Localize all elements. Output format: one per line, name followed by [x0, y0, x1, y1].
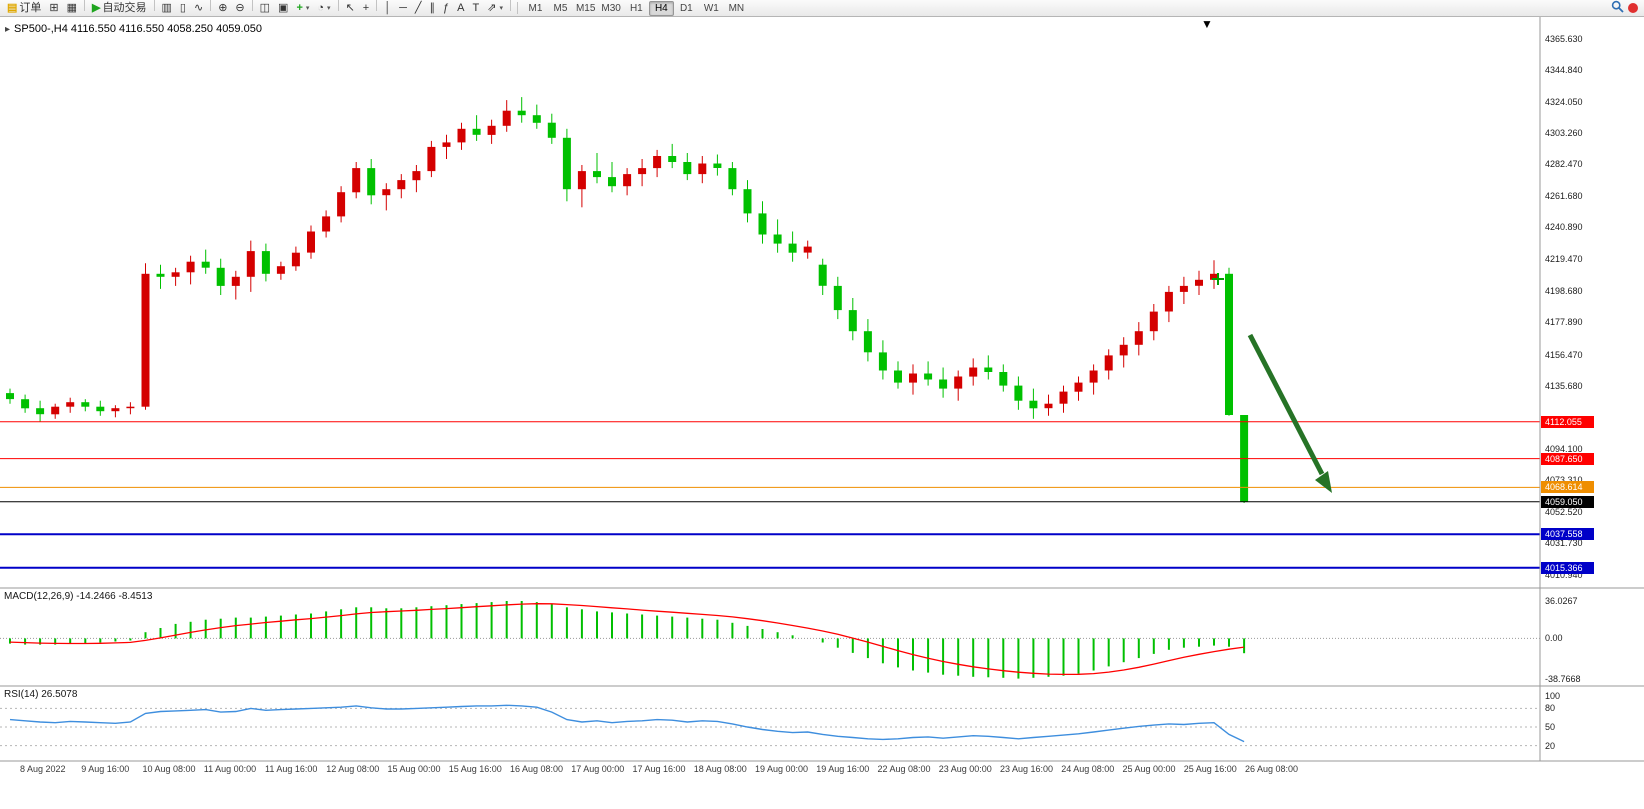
arrows-tool-icon[interactable]: ⇗ ▾ [483, 0, 507, 17]
cursor-icon[interactable]: ↖ [342, 0, 359, 17]
arrows-tool-glyph: ⇗ [487, 2, 497, 14]
tile-windows-icon[interactable]: ◫ [256, 0, 274, 17]
dropdown-caret-icon[interactable]: ▾ [305, 5, 310, 12]
bar-chart-type-glyph: ▥ [161, 2, 172, 14]
new-order-button-label: 订单 [19, 2, 42, 14]
price-lines-layer[interactable] [0, 421, 1540, 569]
toolbar-separator [153, 0, 155, 11]
horizontal-line-icon[interactable]: ─ [395, 0, 411, 17]
channel-icon[interactable]: ∥ [426, 0, 440, 17]
profiles-glyph: ▦ [66, 2, 78, 14]
periods-clock-glyph: ◔ [317, 2, 325, 14]
new-order-glyph: ▤ [7, 2, 18, 14]
arrange-windows-glyph: ▣ [278, 2, 289, 14]
search-icon[interactable] [1611, 0, 1624, 16]
line-chart-type-icon[interactable]: ∿ [190, 0, 207, 17]
notification-badge-icon[interactable] [1628, 3, 1638, 13]
sell-arrow-annotation[interactable] [1247, 333, 1332, 493]
vertical-line-icon[interactable]: │ [380, 0, 395, 17]
toolbar-separator [337, 0, 339, 11]
text-icon[interactable]: A [453, 0, 468, 17]
timeframe-m5[interactable]: M5 [553, 2, 568, 14]
timeframe-m1[interactable]: M1 [528, 2, 543, 14]
timeframe-m30[interactable]: M30 [601, 2, 621, 14]
zoom-in-glyph: ⊕ [218, 2, 228, 14]
charts-window-glyph: ⊞ [49, 2, 59, 14]
channel-glyph: ∥ [429, 2, 436, 14]
zoom-in-icon[interactable]: ⊕ [214, 0, 231, 17]
dropdown-caret-icon[interactable]: ▾ [327, 5, 331, 12]
entry-marker-icon [1212, 273, 1224, 285]
periods-clock-icon[interactable]: ◔ ▾ [313, 0, 334, 17]
timeframe-h1[interactable]: H1 [629, 2, 643, 14]
one-click-trading-icon[interactable]: ▸ [5, 24, 11, 35]
toolbar-separator [210, 0, 212, 11]
timeframe-m15[interactable]: M15 [575, 2, 596, 14]
text-label-icon[interactable]: T [468, 0, 483, 17]
line-chart-type-glyph: ∿ [193, 2, 204, 14]
toolbar-separator [516, 2, 518, 14]
panel-borders [0, 17, 1644, 762]
rsi-panel [0, 704, 1540, 747]
toolbar: ▤ 订单 ⊞ ▦ ▶ 自动交易 ▥ ▯ ∿ ⊕ ⊖ ◫ ▣ + ▾ ◔ ▾ ↖ + │ ─ ╱ ∥ ƒ A T ⇗ ▾ M1 M5 M15… [0, 0, 1644, 17]
trendline-glyph: ╱ [414, 2, 422, 14]
timeframe-d1[interactable]: D1 [679, 2, 693, 14]
chart-window[interactable]: ▸ SP500-,H4 4116.550 4116.550 4058.250 40… [0, 17, 1644, 809]
bar-chart-type-icon[interactable]: ▥ [158, 0, 176, 17]
horizontal-line-glyph: ─ [399, 2, 407, 14]
crosshair-icon[interactable]: + [359, 0, 373, 17]
fibonacci-icon[interactable]: ƒ [439, 0, 453, 17]
vertical-line-glyph: │ [384, 2, 392, 14]
chart-title: ▸ SP500-,H4 4116.550 4116.550 4058.250 40… [5, 23, 262, 35]
cursor-glyph: ↖ [345, 2, 355, 14]
autotrading-button[interactable]: ▶ 自动交易 [88, 0, 150, 17]
chart-canvas[interactable] [0, 17, 1644, 809]
fibonacci-glyph: ƒ [443, 2, 450, 14]
indicators-add-icon[interactable]: + ▾ [292, 0, 313, 17]
candles-layer[interactable] [6, 97, 1249, 503]
tile-windows-glyph: ◫ [259, 2, 271, 14]
text-glyph: A [457, 2, 465, 14]
timeframe-h4[interactable]: H4 [648, 0, 674, 16]
zoom-out-icon[interactable]: ⊖ [231, 0, 248, 17]
crosshair-glyph: + [362, 2, 370, 14]
autotrading-glyph: ▶ [92, 2, 101, 14]
macd-panel [0, 601, 1540, 679]
candlestick-chart-type-icon[interactable]: ▯ [176, 0, 190, 17]
new-order-button[interactable]: ▤ 订单 [3, 0, 45, 17]
indicators-add-glyph: + [296, 2, 303, 14]
zoom-out-glyph: ⊖ [235, 2, 245, 14]
profiles-icon[interactable]: ▦ [63, 0, 81, 17]
charts-window-icon[interactable]: ⊞ [45, 0, 62, 17]
toolbar-separator [251, 0, 253, 11]
timeframe-mn[interactable]: MN [728, 2, 745, 14]
timeframe-switcher: M1 M5 M15 M30 H1 H4 D1 W1 MN [523, 0, 749, 16]
macd-indicator-label: MACD(12,26,9) -14.2466 -8.4513 [4, 591, 153, 602]
dropdown-caret-icon[interactable]: ▾ [499, 5, 503, 12]
bar-marker-icon: ▼ [1201, 17, 1213, 31]
arrange-windows-icon[interactable]: ▣ [274, 0, 292, 17]
timeframe-w1[interactable]: W1 [703, 2, 719, 14]
toolbar-right-group [1611, 0, 1641, 16]
rsi-indicator-label: RSI(14) 26.5078 [4, 689, 78, 700]
toolbar-buttons: ▤ 订单 ⊞ ▦ ▶ 自动交易 ▥ ▯ ∿ ⊕ ⊖ ◫ ▣ + ▾ ◔ ▾ ↖ + │ ─ ╱ ∥ ƒ A T ⇗ ▾ [3, 0, 514, 17]
trendline-icon[interactable]: ╱ [411, 0, 426, 17]
toolbar-separator [509, 0, 511, 11]
toolbar-separator [376, 0, 378, 11]
toolbar-separator [84, 0, 86, 11]
candlestick-chart-type-glyph: ▯ [179, 2, 186, 14]
text-label-glyph: T [472, 2, 480, 14]
autotrading-button-label: 自动交易 [102, 2, 147, 14]
chart-title-text: SP500-,H4 4116.550 4116.550 4058.250 405… [14, 23, 262, 35]
